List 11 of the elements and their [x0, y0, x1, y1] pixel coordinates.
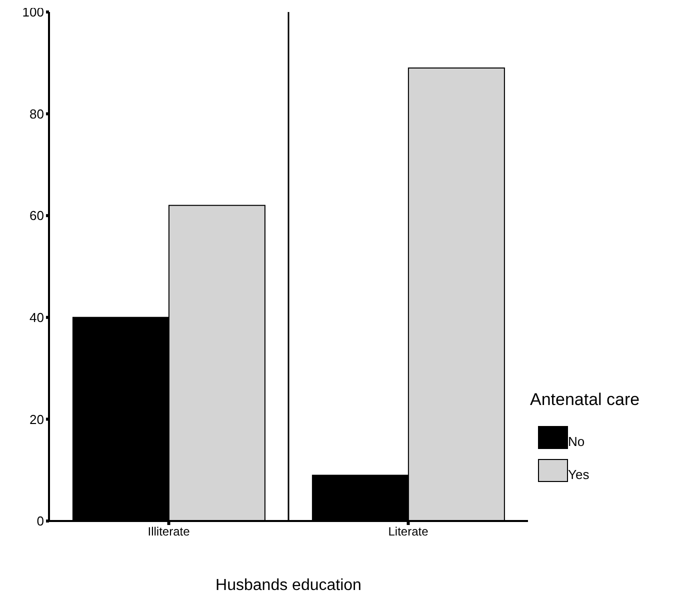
x-tick-label: Illiterate	[148, 524, 190, 539]
x-tick-label: Literate	[388, 524, 429, 539]
y-tick-label: 60	[30, 208, 44, 224]
y-tick-label: 0	[36, 514, 44, 529]
x-axis-title: Husbands education	[216, 577, 362, 594]
legend-label: No	[568, 434, 585, 449]
legend-label: Yes	[568, 467, 590, 482]
y-tick-label: 20	[30, 412, 44, 427]
y-tick-label: 40	[30, 310, 44, 326]
legend-title: Antenatal care	[530, 390, 640, 410]
y-tick-label: 80	[30, 106, 44, 122]
